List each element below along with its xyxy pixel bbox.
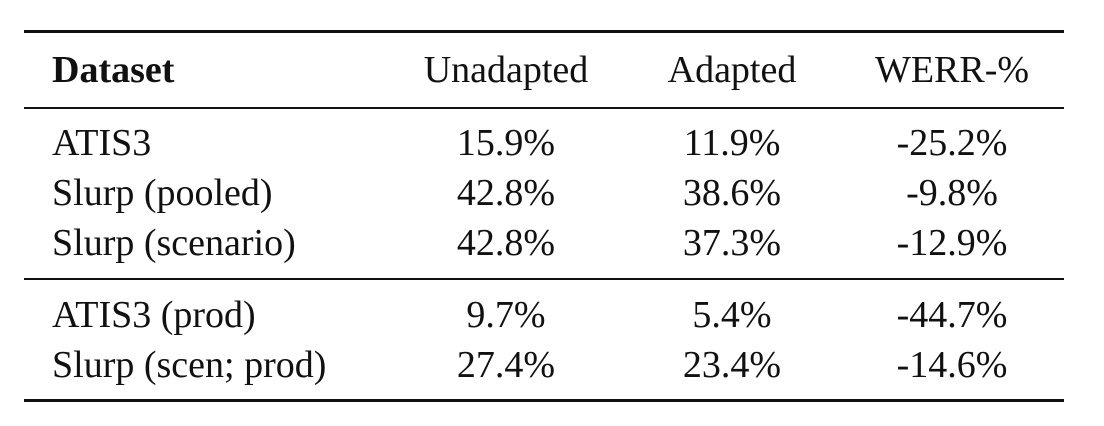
header-unadapted: Unadapted (423, 49, 589, 91)
table-row: Slurp (scenario) 42.8% 37.3% -12.9% (24, 218, 1064, 268)
cell-dataset: Slurp (scenario) (52, 222, 296, 264)
cell-adapted: 37.3% (682, 222, 782, 264)
cell-dataset: Slurp (pooled) (52, 172, 273, 214)
cell-unadapted: 42.8% (456, 172, 556, 214)
cell-unadapted: 15.9% (456, 122, 556, 164)
cell-adapted: 5.4% (692, 294, 772, 336)
table-row: ATIS3 (prod) 9.7% 5.4% -44.7% (24, 290, 1064, 340)
results-table: Dataset Unadapted Adapted WERR-% ATIS3 1… (24, 30, 1064, 402)
cell-dataset: ATIS3 (52, 122, 152, 164)
cell-werr: -12.9% (896, 222, 1008, 264)
cell-dataset: Slurp (scen; prod) (52, 344, 327, 386)
header-row: Dataset Unadapted Adapted WERR-% (24, 33, 1064, 107)
cell-adapted: 23.4% (682, 344, 782, 386)
header-adapted: Adapted (667, 49, 797, 91)
table-row: Slurp (pooled) 42.8% 38.6% -9.8% (24, 168, 1064, 218)
header-dataset: Dataset (52, 49, 175, 91)
cell-werr: -14.6% (896, 344, 1008, 386)
header-rule (24, 107, 1064, 109)
cell-werr: -44.7% (896, 294, 1008, 336)
group-separator-rule (24, 278, 1064, 280)
row-group-2: ATIS3 (prod) 9.7% 5.4% -44.7% Slurp (sce… (24, 280, 1064, 399)
table-row: Slurp (scen; prod) 27.4% 23.4% -14.6% (24, 340, 1064, 390)
cell-adapted: 38.6% (682, 172, 782, 214)
cell-unadapted: 27.4% (456, 344, 556, 386)
cell-dataset: ATIS3 (prod) (52, 294, 256, 336)
bottom-rule (24, 399, 1064, 402)
header-werr: WERR-% (874, 49, 1030, 91)
cell-unadapted: 9.7% (466, 294, 546, 336)
cell-werr: -25.2% (896, 122, 1008, 164)
top-rule (24, 30, 1064, 33)
table-row: ATIS3 15.9% 11.9% -25.2% (24, 118, 1064, 168)
cell-unadapted: 42.8% (456, 222, 556, 264)
cell-adapted: 11.9% (683, 122, 781, 164)
row-group-1: ATIS3 15.9% 11.9% -25.2% Slurp (pooled) … (24, 109, 1064, 278)
cell-werr: -9.8% (906, 172, 998, 214)
